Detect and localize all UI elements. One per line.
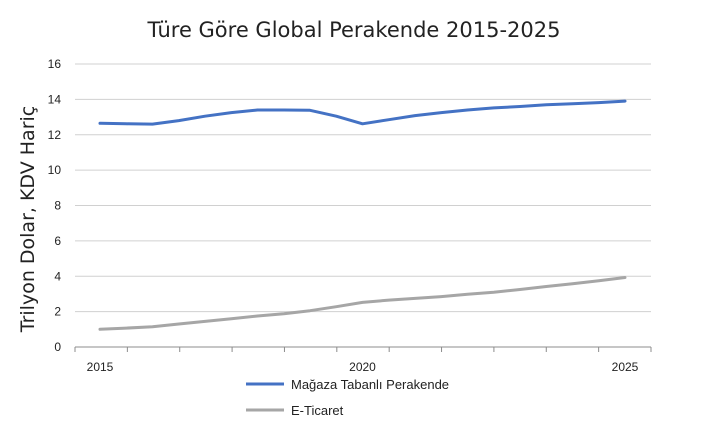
chart-title: Türe Göre Global Perakende 2015-2025 (147, 18, 561, 42)
x-tick-labels: 2015 2020 2025 (87, 360, 639, 374)
y-tick-label: 16 (48, 57, 62, 71)
series-line-2 (98, 276, 627, 331)
legend: Mağaza Tabanlı Perakende E-Ticaret (246, 377, 449, 418)
y-tick-label: 12 (48, 128, 62, 142)
x-tick-label: 2020 (349, 360, 376, 374)
y-tick-label: 6 (54, 234, 61, 248)
legend-label: E-Ticaret (291, 403, 344, 418)
y-tick-label: 10 (48, 163, 62, 177)
y-tick-label: 4 (54, 269, 61, 283)
y-tick-label: 0 (54, 340, 61, 354)
y-axis-label: Trilyon Dolar, KDV Hariç (17, 106, 39, 333)
x-tick-label: 2015 (87, 360, 114, 374)
legend-label: Mağaza Tabanlı Perakende (291, 377, 449, 392)
y-tick-label: 2 (54, 305, 61, 319)
x-axis (74, 346, 652, 352)
series-lines (98, 99, 627, 331)
series-line-1 (98, 99, 627, 126)
grid (75, 63, 651, 313)
y-tick-label: 14 (48, 92, 62, 106)
x-tick-label: 2025 (612, 360, 639, 374)
y-tick-label: 8 (54, 199, 61, 213)
y-tick-labels: 0 2 4 6 8 10 12 14 16 (48, 57, 62, 354)
